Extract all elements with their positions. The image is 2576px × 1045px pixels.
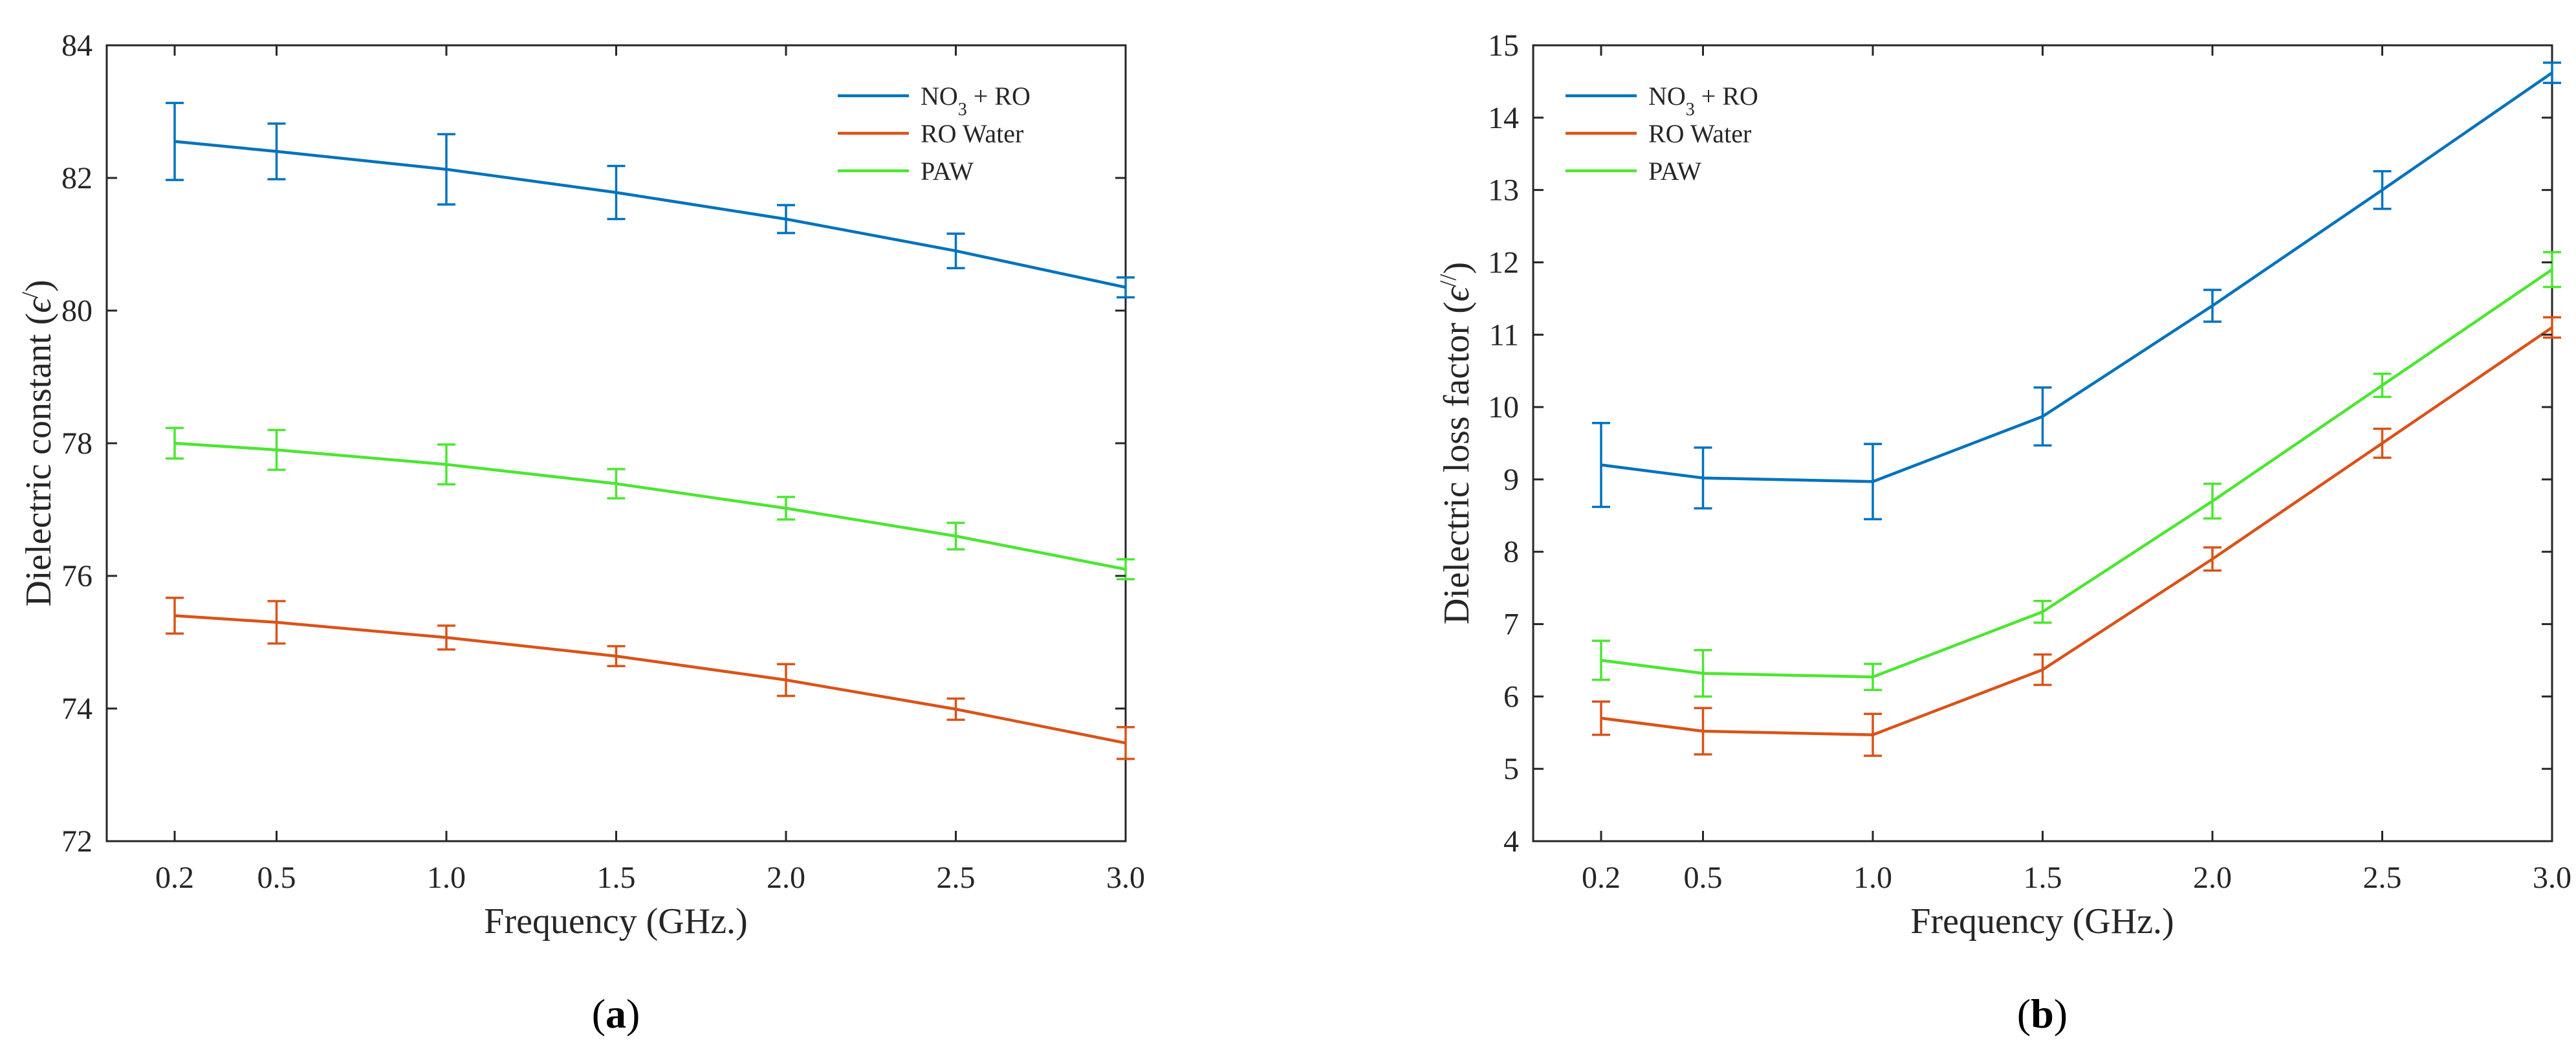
panel-a-error-bar-no3-ro [946,232,965,270]
panel-b-x-tick-label: 2.5 [2363,861,2402,895]
panel-a-error-bar-ro-water [777,663,795,698]
panel-b-error-bar-paw [2543,251,2561,289]
panel-a-error-bar-no3-ro [777,204,795,234]
panel-b-legend-label-ro-water: RO Water [1648,119,1751,148]
panel-a-caption: (a) [592,991,640,1037]
panel-a-legend-label-paw: PAW [921,157,974,186]
panel-a-y-tick-label: 84 [61,28,93,63]
panel-b-error-bar-paw [1694,649,1712,698]
panel-b-x-axis-label: Frequency (GHz.) [1910,901,2174,941]
panel-b-caption: (b) [2017,991,2068,1037]
panel-a-legend-entry-no3-ro: NO3 + RO [838,82,1031,120]
panel-b-y-tick-label: 10 [1488,390,1519,424]
panel-b-error-bar-ro-water [2033,653,2052,687]
panel-b-error-bar-no3-ro [1694,446,1712,510]
panel-a-chart: 0.2 0.5 1.0 1.5 2.0 2.5 3.0 72 74 76 78 80 82 84 NO3 … [17,28,1145,1037]
panel-b-y-tick-label: 5 [1503,752,1519,786]
panel-a-error-bar-paw [166,426,184,460]
panel-a-error-bar-ro-water [437,624,455,651]
panel-b-y-tick-label: 13 [1488,173,1519,208]
panel-b-error-bar-ro-water [1592,700,1610,736]
panel-a-error-bar-paw [946,522,965,551]
panel-b-error-bar-paw [2203,482,2221,520]
panel-b-legend-label-paw: PAW [1648,157,1701,186]
panel-b-error-bar-paw [2373,372,2392,399]
panel-b-x-tick-label: 1.5 [2024,861,2062,895]
panel-b-error-bar-ro-water [2373,427,2392,459]
panel-a-error-bar-paw [777,496,795,521]
panel-a-error-bar-paw [607,468,626,500]
panel-a-error-bar-no3-ro [1117,276,1135,299]
panel-b-y-tick-label: 14 [1488,101,1519,135]
panel-a-error-bar-ro-water [607,644,626,668]
panel-a-x-tick-label: 0.2 [155,861,194,895]
panel-a-x-tick-label: 0.5 [257,861,296,895]
panel-a-error-bar-paw [437,443,455,486]
panel-b-x-tick-label: 2.0 [2193,861,2232,895]
panel-a-series-line-paw [174,441,1126,571]
panel-b-x-tick-label: 1.0 [1853,861,1892,895]
panel-b-y-tick-label: 4 [1503,824,1519,859]
panel-b-error-bar-ro-water [2203,546,2221,572]
panel-b-error-bar-paw [1592,639,1610,681]
panel-a-y-tick-label: 80 [61,294,93,328]
panel-a-y-tick-label: 78 [61,426,93,461]
panel-a-series-line-no3-ro [174,140,1126,289]
panel-a-error-bar-no3-ro [267,122,286,181]
panel-a-error-bar-no3-ro [437,133,455,206]
panel-a-x-tick-label: 1.0 [427,861,466,895]
panel-a-y-tick-label: 76 [61,559,93,593]
panel-b-legend-label-no3-ro: NO3 + RO [1648,82,1758,120]
panel-a-error-bar-ro-water [1117,725,1135,760]
panel-b-series-line-paw [1600,268,2553,679]
panel-b-x-tick-label: 3.0 [2533,861,2571,895]
panel-a-x-tick-label: 3.0 [1106,861,1145,895]
panel-b-error-bar-no3-ro [2543,61,2561,84]
panel-a-error-bar-no3-ro [607,164,626,221]
panel-a-y-tick-label: 74 [61,692,93,726]
panel-b-y-tick-label: 15 [1488,28,1519,63]
panel-a-y-tick-label: 82 [61,161,93,195]
panel-b-y-tick-label: 7 [1503,608,1519,642]
panel-a-x-axis-label: Frequency (GHz.) [484,901,747,941]
panel-a-legend-label-no3-ro: NO3 + RO [921,82,1031,120]
panel-a-legend-label-ro-water: RO Water [921,119,1023,148]
panel-a-error-bar-no3-ro [166,102,184,181]
panel-a-error-bar-ro-water [267,600,286,645]
panel-a-y-axis-label: Dielectric constant (ϵ/) [17,280,59,606]
panel-b-x-tick-label: 0.2 [1582,861,1621,895]
panel-b-y-tick-label: 8 [1503,535,1519,569]
panel-b-error-bar-paw [2033,600,2052,624]
panel-a-error-bar-ro-water [166,597,184,635]
panel-b-error-bar-no3-ro [2033,386,2052,447]
panel-b-error-bar-no3-ro [2373,170,2392,210]
panel-b-error-bar-no3-ro [2203,289,2221,323]
panel-b-y-axis-label: Dielectric loss factor (ϵ//) [1435,262,1477,624]
panel-b-error-bar-ro-water [1864,712,1882,757]
panel-a-y-tick-label: 72 [61,824,93,859]
panel-b-y-tick-label: 9 [1503,463,1519,497]
panel-b-legend-entry-ro-water: RO Water [1566,119,1751,148]
panel-b-error-bar-ro-water [1694,707,1712,756]
panel-b-y-tick-label: 6 [1503,679,1519,714]
panel-b-error-bar-paw [1864,663,1882,692]
panel-a-x-tick-label: 2.5 [937,861,976,895]
panel-a-legend-entry-paw: PAW [838,157,974,186]
panel-b-y-tick-label: 12 [1488,245,1519,280]
panel-a-error-bar-paw [267,428,286,471]
panel-b-legend-entry-paw: PAW [1566,157,1701,186]
panel-b-y-tick-label: 11 [1489,318,1519,352]
panel-a-series-line-ro-water [174,614,1126,745]
panel-a-legend-entry-ro-water: RO Water [838,119,1023,148]
panel-a-error-bar-ro-water [946,697,965,721]
panel-a-x-tick-label: 1.5 [597,861,636,895]
panel-b-legend-entry-no3-ro: NO3 + RO [1566,82,1758,120]
panel-b-x-tick-label: 0.5 [1684,861,1723,895]
panel-b-chart: 0.2 0.5 1.0 1.5 2.0 2.5 3.0456789101112131415 … [1435,28,2571,1037]
panel-b-error-bar-no3-ro [1864,443,1882,521]
panel-a-x-tick-label: 2.0 [767,861,805,895]
panel-b-error-bar-no3-ro [1592,421,1610,509]
